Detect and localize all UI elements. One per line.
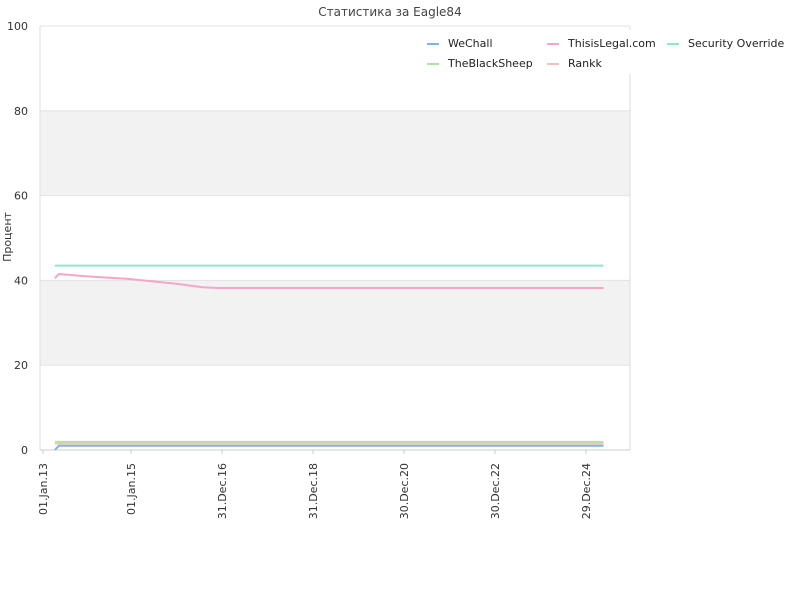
y-tick-label-4: 80 [14,105,28,118]
y-tick-label-5: 100 [7,20,28,33]
y-tick-label-3: 60 [14,190,28,203]
axes [39,26,631,451]
x-tick-label-6: 29.Dec.24 [580,463,593,519]
series-layer [54,264,604,451]
x-tick-label-5: 30.Dec.22 [489,463,502,519]
legend: WeChall ThisisLegal.com Security Override T… [418,30,800,74]
legend-label-0: WeChall [448,37,493,50]
y-axis-label: Процент [1,211,14,261]
grid-bands [40,110,630,366]
legend-label-4: Rankk [568,57,602,70]
chart-title: Статистика за Eagle84 [318,5,461,19]
x-tick-label-0: 01.Jan.13 [37,463,50,515]
grid-lines [40,25,630,451]
grid-band-0 [40,110,630,196]
series-line-1 [54,272,604,289]
series-line-0 [54,444,604,451]
y-tick-label-1: 20 [14,359,28,372]
x-tick-label-2: 31.Dec.16 [216,463,229,519]
grid-band-1 [40,280,630,366]
legend-box [418,30,800,74]
x-tick-labels: 01.Jan.13 01.Jan.15 31.Dec.16 31.Dec.18 30.D… [37,450,593,519]
x-tick-label-3: 31.Dec.18 [307,463,320,519]
legend-label-3: TheBlackSheep [447,57,533,70]
legend-label-2: Security Override [688,37,784,50]
y-tick-label-0: 0 [21,444,28,457]
y-tick-labels: 0 20 40 60 80 100 [7,20,28,457]
y-tick-label-2: 40 [14,274,28,287]
legend-label-1: ThisisLegal.com [567,37,656,50]
x-tick-label-4: 30.Dec.20 [398,463,411,519]
x-tick-label-1: 01.Jan.15 [125,463,138,515]
